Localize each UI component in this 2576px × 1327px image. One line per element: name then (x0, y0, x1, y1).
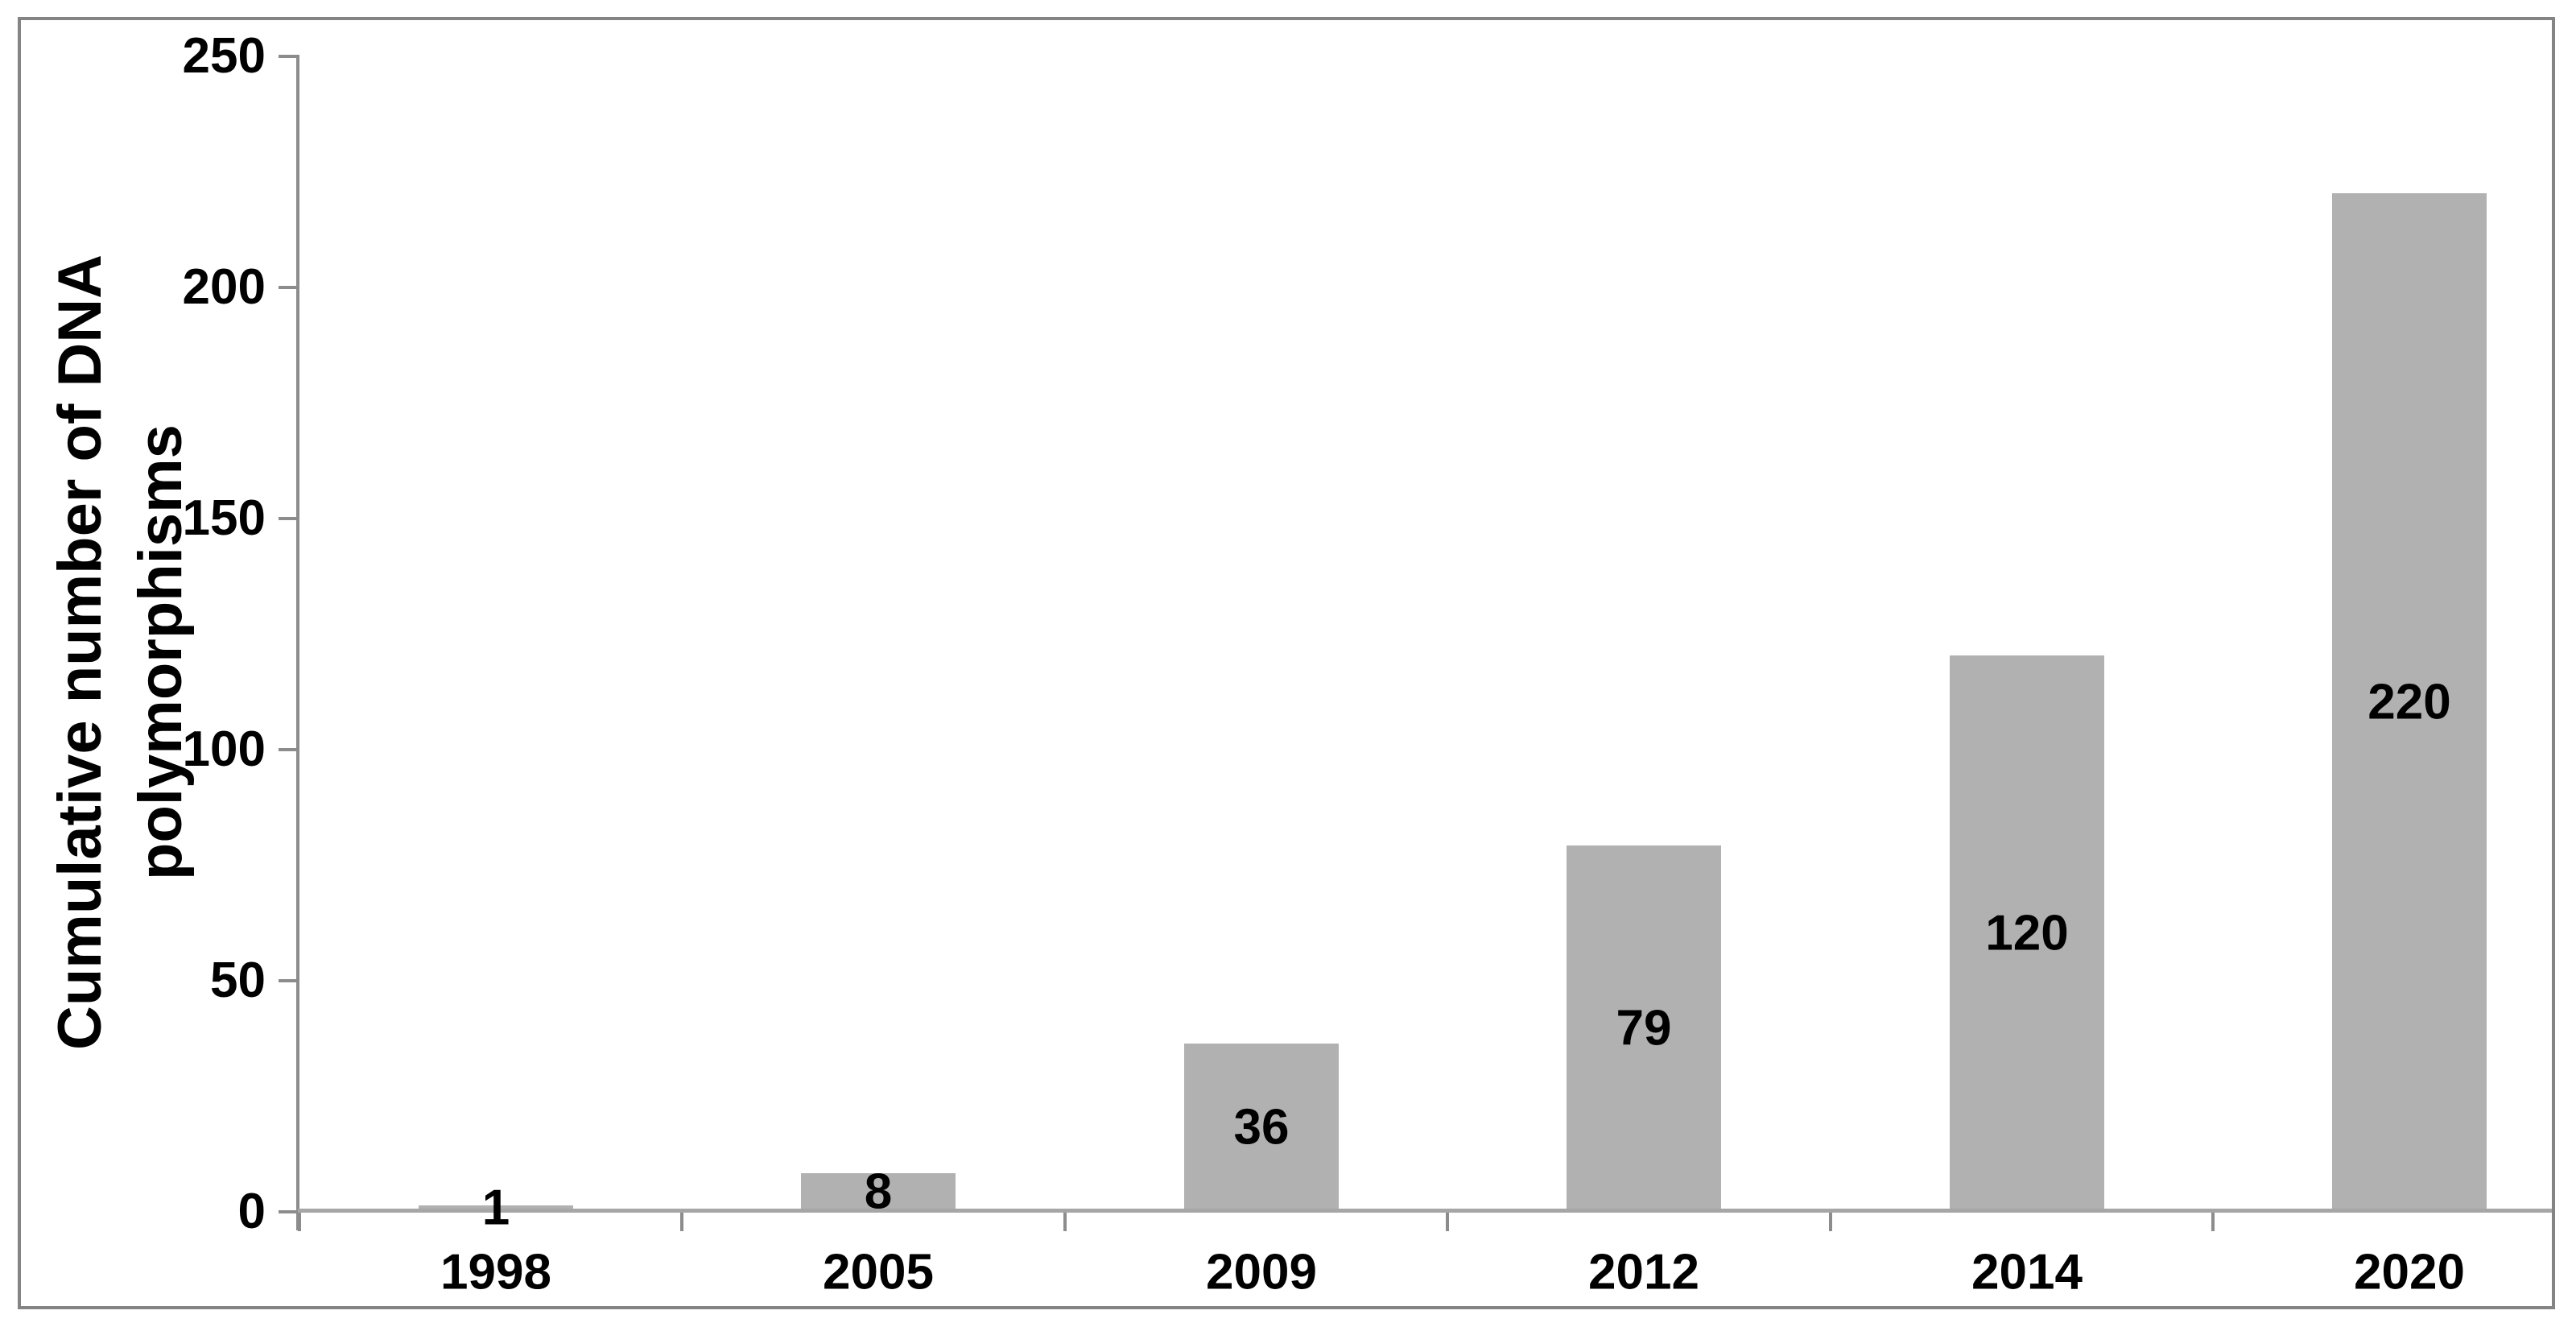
x-tick-label: 2009 (1206, 1244, 1317, 1300)
bar-value-label: 79 (1616, 1000, 1672, 1056)
y-axis-tick (279, 517, 298, 520)
y-tick-label: 250 (182, 28, 266, 84)
bar (801, 1173, 956, 1210)
bar-value-label: 120 (1985, 905, 2069, 961)
y-axis-line (296, 55, 299, 1230)
y-tick-label: 50 (210, 953, 266, 1008)
bar-value-label: 8 (864, 1164, 893, 1220)
y-axis-tick (279, 748, 298, 751)
y-axis-tick (279, 55, 298, 58)
y-tick-label: 0 (237, 1184, 266, 1239)
x-tick-label: 1998 (440, 1244, 551, 1300)
y-tick-label: 100 (182, 721, 266, 777)
bar-value-label: 36 (1233, 1099, 1290, 1155)
x-tick-label: 2014 (1971, 1244, 2083, 1300)
y-axis-tick (279, 286, 298, 289)
bar (2332, 193, 2487, 1210)
bar-value-label: 1 (481, 1180, 510, 1236)
bar (419, 1205, 573, 1210)
bar (1184, 1044, 1339, 1210)
bar-value-label: 220 (2368, 674, 2451, 730)
x-tick-label: 2005 (823, 1244, 934, 1300)
x-axis-line (298, 1209, 2552, 1213)
x-axis-tick (2211, 1210, 2215, 1231)
x-axis-tick (680, 1210, 683, 1231)
x-axis-tick (1829, 1210, 1832, 1231)
x-axis-tick (1063, 1210, 1067, 1231)
x-tick-label: 2020 (2354, 1244, 2465, 1300)
y-tick-label: 200 (182, 259, 266, 315)
x-axis-tick (1446, 1210, 1449, 1231)
x-axis-tick (298, 1210, 301, 1231)
y-axis-tick (279, 1210, 298, 1213)
y-tick-label: 150 (182, 490, 266, 546)
y-axis-tick (279, 979, 298, 982)
bar (1950, 655, 2104, 1210)
bar (1567, 845, 1721, 1210)
x-tick-label: 2012 (1588, 1244, 1699, 1300)
